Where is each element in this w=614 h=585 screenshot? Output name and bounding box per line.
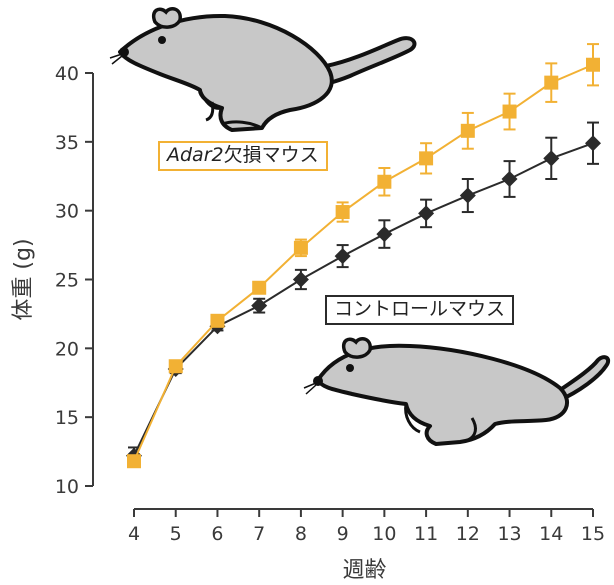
data-point	[376, 226, 393, 243]
y-tick-label: 35	[55, 132, 79, 154]
x-tick-label: 5	[170, 523, 182, 545]
x-axis-title: 週齢	[342, 558, 386, 583]
y-tick-label: 40	[55, 63, 79, 85]
legend-adar2-knockout: Adar2欠損マウス	[158, 141, 328, 171]
data-point	[585, 135, 601, 152]
x-tick-label: 4	[128, 523, 140, 545]
x-tick-label: 7	[253, 523, 265, 545]
data-point	[543, 150, 560, 167]
legend-adar2-italic: Adar2	[167, 144, 224, 166]
mouse-icon	[109, 6, 417, 132]
data-point	[252, 280, 267, 295]
x-tick-label: 9	[337, 523, 349, 545]
x-tick-label: 8	[295, 523, 307, 545]
data-point	[127, 454, 141, 469]
x-tick-label: 15	[581, 523, 605, 545]
data-point	[293, 240, 308, 255]
data-point	[460, 123, 475, 138]
y-tick-label: 20	[55, 338, 79, 360]
y-axis-title: 体重 (g)	[11, 238, 36, 320]
data-point	[251, 297, 268, 314]
data-point	[419, 151, 434, 166]
series-line	[133, 142, 594, 457]
x-tick-label: 13	[497, 523, 521, 545]
series-layer	[126, 43, 601, 469]
data-point	[501, 171, 518, 188]
y-tick-label: 30	[55, 201, 79, 223]
x-tick-label: 12	[456, 523, 480, 545]
legend-control: コントロールマウス	[325, 295, 515, 325]
legend-adar2-rest: 欠損マウス	[223, 144, 319, 166]
y-tick-label: 10	[55, 476, 79, 498]
data-point	[418, 205, 435, 222]
data-point	[544, 75, 559, 90]
data-point	[334, 248, 351, 265]
y-tick-label: 15	[55, 407, 79, 429]
data-point	[335, 205, 350, 220]
x-tick-label: 6	[211, 523, 223, 545]
series-adar2-knockout	[127, 43, 600, 469]
y-tick-label: 25	[55, 270, 79, 292]
data-point	[459, 187, 476, 204]
data-point	[292, 271, 309, 288]
data-point	[502, 104, 517, 119]
x-tick-label: 10	[372, 523, 396, 545]
data-point	[210, 313, 225, 328]
data-point	[586, 57, 600, 72]
x-tick-label: 11	[414, 523, 438, 545]
data-point	[377, 174, 392, 189]
data-point	[168, 359, 183, 374]
x-tick-label: 14	[539, 523, 563, 545]
mouse-icon	[303, 336, 611, 446]
